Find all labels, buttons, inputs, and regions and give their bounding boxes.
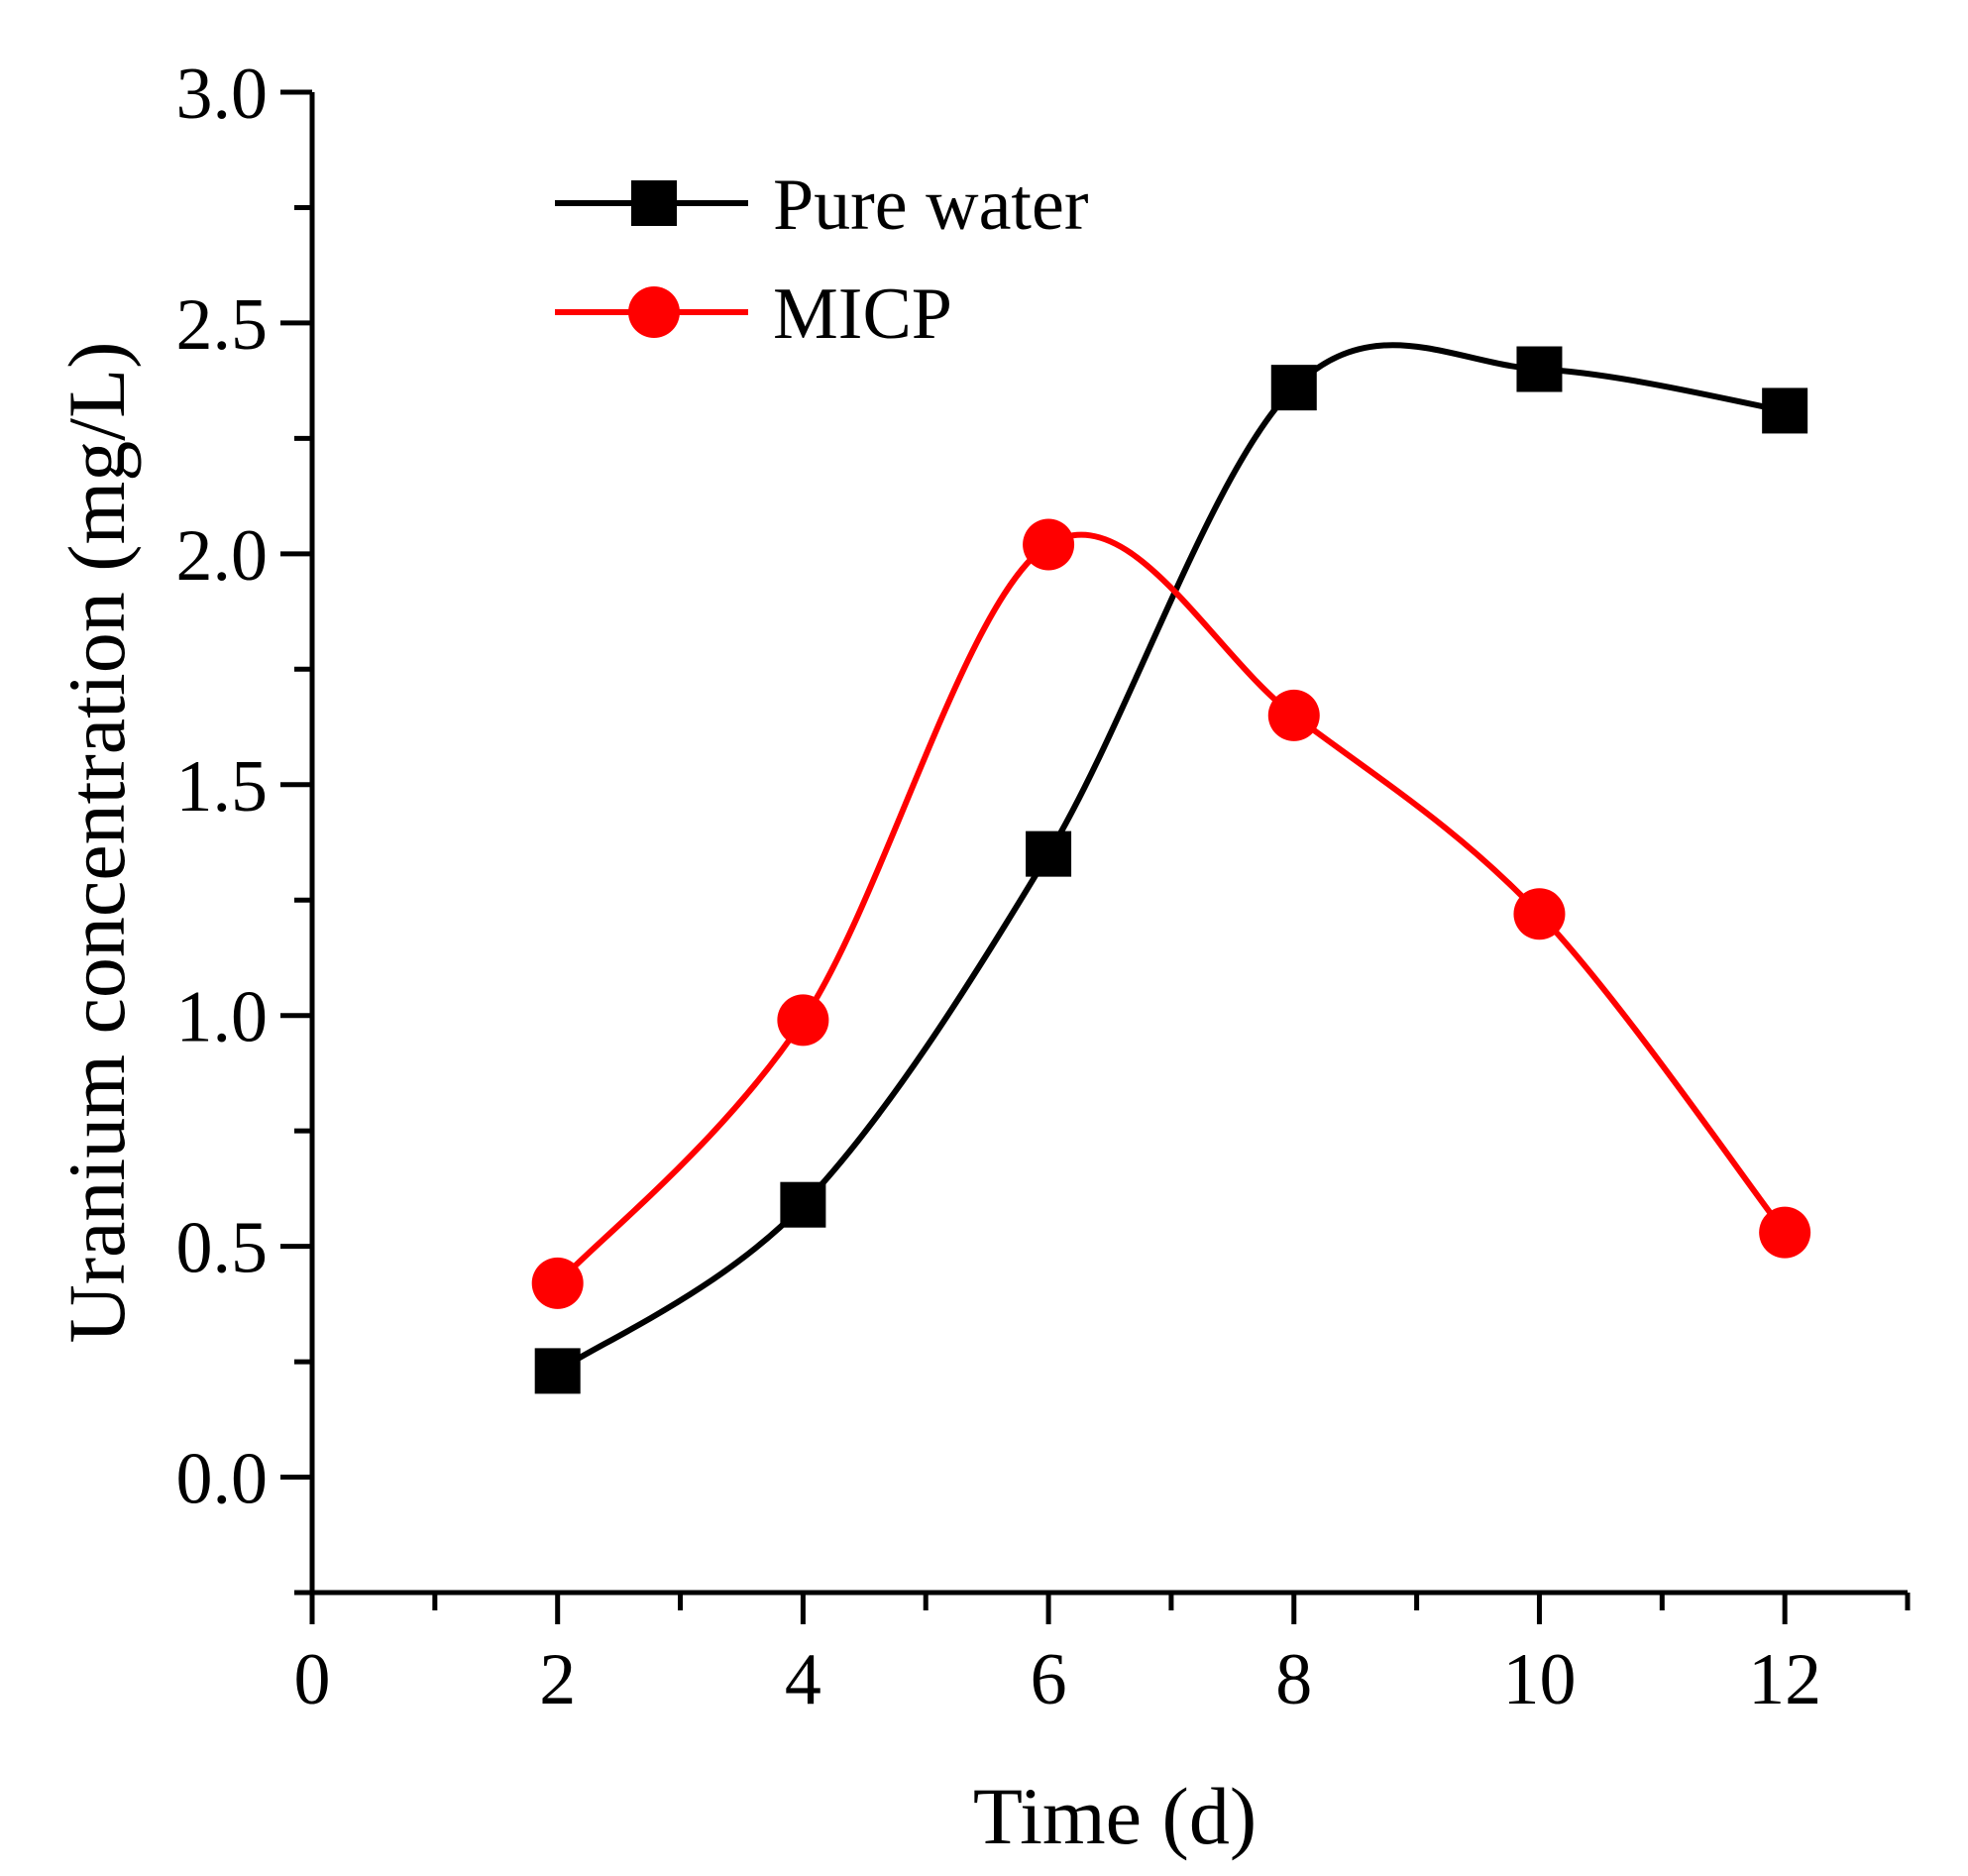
data-point-micp-3: [1267, 689, 1320, 741]
data-point-pure-water-5: [1762, 387, 1808, 434]
series-layer: [531, 342, 1811, 1394]
data-point-pure-water-1: [780, 1181, 826, 1228]
x-tick-label-0: 0: [294, 1639, 331, 1720]
legend-item-micp: MICP: [555, 274, 952, 355]
y-tick-label-1: 0.5: [176, 1208, 269, 1289]
y-tick-label-0: 0.0: [176, 1439, 269, 1520]
legend-label-micp: MICP: [773, 274, 952, 355]
axes-layer: 0.0 0.5 1.0 1.5 2.0 2.5 3.0 0 2 4 6 8 10 12: [176, 54, 1911, 1720]
y-ticks: 0.0 0.5 1.0 1.5 2.0 2.5 3.0: [176, 54, 312, 1596]
x-axis-title: Time (d): [973, 1771, 1257, 1861]
x-tick-label-6: 12: [1748, 1639, 1821, 1720]
x-tick-label-3: 6: [1031, 1639, 1067, 1720]
legend: Pure water MICP: [555, 165, 1088, 355]
legend-marker-micp: [628, 286, 680, 338]
x-tick-label-1: 2: [539, 1639, 576, 1720]
data-point-micp-0: [531, 1257, 584, 1309]
series-line-pure-water: [554, 342, 1789, 1375]
y-tick-label-5: 2.5: [176, 284, 269, 366]
y-tick-label-6: 3.0: [176, 54, 269, 135]
data-point-micp-1: [777, 994, 829, 1047]
data-point-micp-4: [1513, 888, 1566, 940]
x-tick-label-2: 4: [785, 1639, 821, 1720]
series-micp: [531, 518, 1811, 1309]
y-axis-title: Uranium concentration (mg/L): [52, 342, 142, 1344]
data-point-pure-water-3: [1270, 365, 1317, 411]
data-point-micp-2: [1023, 518, 1075, 571]
y-tick-label-4: 2.0: [176, 515, 269, 597]
series-line-micp: [554, 531, 1789, 1286]
legend-item-pure-water: Pure water: [555, 165, 1088, 246]
data-point-pure-water-2: [1026, 830, 1072, 877]
x-ticks: 0 2 4 6 8 10 12: [294, 1593, 1911, 1720]
data-point-micp-5: [1759, 1206, 1811, 1259]
y-tick-label-2: 1.0: [176, 977, 269, 1058]
x-tick-label-5: 10: [1502, 1639, 1576, 1720]
legend-marker-pure-water: [631, 180, 677, 226]
x-tick-label-4: 8: [1275, 1639, 1312, 1720]
y-tick-label-3: 1.5: [176, 746, 269, 828]
legend-label-pure-water: Pure water: [773, 165, 1088, 246]
series-pure-water: [534, 342, 1808, 1394]
data-point-pure-water-0: [534, 1348, 581, 1394]
data-point-pure-water-4: [1516, 346, 1563, 392]
